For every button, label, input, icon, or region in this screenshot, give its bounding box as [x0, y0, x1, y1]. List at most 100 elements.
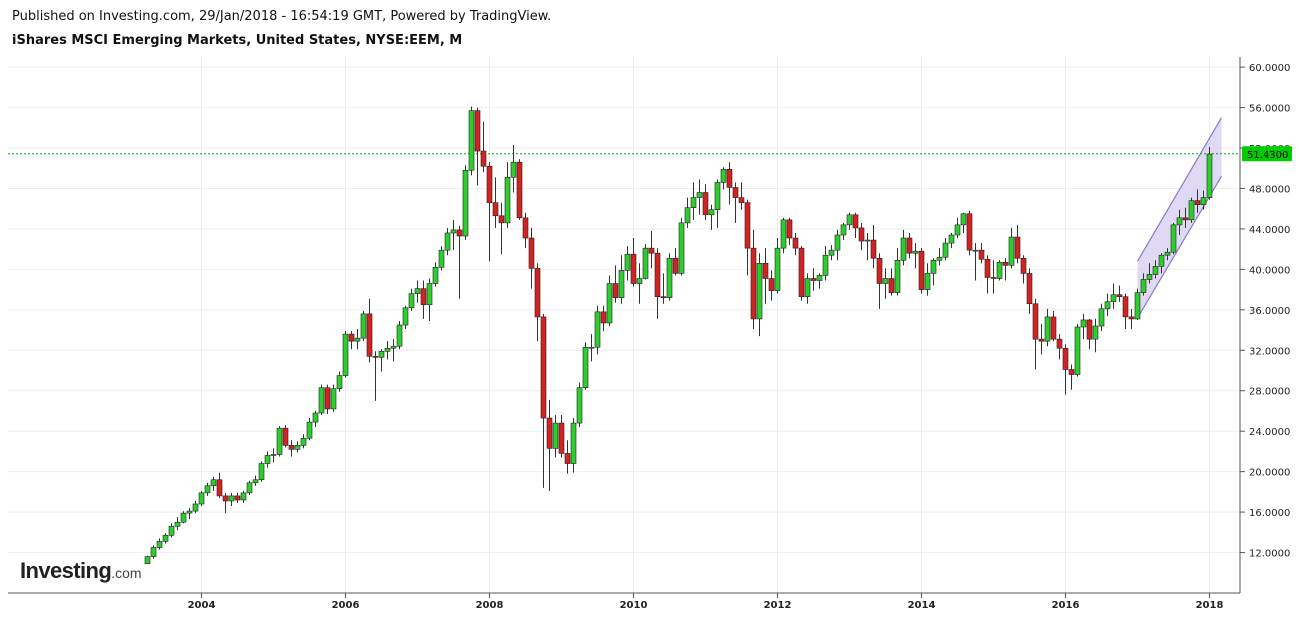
candle-body — [264, 455, 271, 464]
candle — [486, 162, 493, 262]
candle-body — [252, 479, 259, 484]
candle-body — [486, 165, 493, 203]
chart-title: iShares MSCI Emerging Markets, United St… — [12, 33, 463, 48]
candle — [846, 212, 853, 230]
candle-body — [1044, 316, 1051, 342]
candle-body — [900, 237, 907, 261]
candle-body — [426, 283, 433, 306]
candle — [870, 224, 877, 269]
candle-body — [708, 209, 715, 216]
candle-body — [198, 492, 205, 505]
candle — [822, 246, 829, 281]
candle — [738, 182, 745, 210]
candle — [192, 500, 199, 514]
candle-body — [1206, 153, 1213, 198]
candle — [852, 212, 859, 239]
candle — [1038, 323, 1045, 355]
candle-body — [414, 288, 421, 294]
candle — [1008, 227, 1015, 269]
candle-body — [978, 249, 985, 260]
x-tick-label: 2004 — [188, 600, 216, 611]
candle-body — [756, 263, 763, 320]
candle — [834, 229, 841, 261]
candle-body — [276, 427, 283, 455]
candle-body — [402, 307, 409, 326]
candle-body — [516, 161, 523, 219]
candle — [780, 217, 787, 254]
candle — [150, 545, 157, 559]
candle-body — [450, 229, 457, 234]
candle-body — [774, 247, 781, 291]
candle — [360, 310, 367, 342]
candle-body — [372, 356, 379, 358]
candle — [930, 258, 937, 286]
candle — [408, 288, 415, 311]
candle — [636, 263, 643, 304]
candle — [1098, 303, 1105, 332]
x-tick-label: 2018 — [1196, 600, 1224, 611]
candle-body — [660, 296, 667, 298]
candle-body — [846, 214, 853, 226]
candle-body — [234, 495, 241, 501]
channel-upper-line — [1136, 117, 1223, 262]
candle — [492, 177, 499, 228]
candle — [420, 280, 427, 319]
candle — [1032, 298, 1039, 370]
candle — [690, 182, 697, 220]
candle — [564, 440, 571, 474]
candle — [468, 106, 475, 176]
y-tick-label: 28.0000 — [1249, 387, 1290, 398]
candle — [840, 222, 847, 241]
candle-body — [618, 270, 625, 298]
candle — [318, 384, 325, 416]
candle — [534, 263, 541, 342]
candle-body — [498, 215, 505, 224]
candle — [438, 246, 445, 271]
candle — [696, 179, 703, 215]
candle — [372, 351, 379, 401]
candle-body — [750, 247, 757, 320]
candle-body — [366, 313, 373, 357]
candle-body — [216, 479, 223, 497]
candle-body — [492, 202, 499, 217]
candle-body — [588, 346, 595, 349]
candle — [1086, 318, 1093, 350]
candle-body — [936, 256, 943, 261]
candle — [774, 238, 781, 294]
candle-body — [282, 427, 289, 446]
candle — [978, 243, 985, 264]
candle-body — [546, 417, 553, 449]
candle-body — [702, 192, 709, 216]
candle — [702, 184, 709, 220]
candle-body — [156, 541, 163, 548]
candle — [1020, 255, 1027, 284]
candle-body — [1104, 301, 1111, 310]
candle — [828, 245, 835, 261]
candle — [1200, 190, 1207, 210]
candle-body — [648, 247, 655, 254]
candle-body — [510, 161, 517, 178]
candle — [726, 162, 733, 205]
candle-body — [558, 422, 565, 454]
candle — [630, 238, 637, 287]
candle-body — [504, 177, 511, 224]
candle-body — [150, 547, 157, 557]
candle-body — [444, 232, 451, 251]
candle — [402, 305, 409, 330]
candle-body — [1134, 292, 1141, 320]
candle — [1170, 222, 1177, 255]
candle-body — [174, 521, 181, 527]
x-tick-label: 2016 — [1052, 600, 1080, 611]
candle — [912, 243, 919, 269]
candle — [312, 410, 319, 428]
candle-body — [990, 277, 997, 279]
candle-body — [192, 503, 199, 512]
candle-body — [1074, 326, 1081, 375]
candle-body — [1194, 200, 1201, 205]
candle-body — [972, 249, 979, 252]
candle — [510, 144, 517, 193]
candle-body — [582, 346, 589, 389]
y-tick-label: 12.0000 — [1249, 549, 1290, 560]
candle-body — [384, 347, 391, 352]
candle — [678, 217, 685, 276]
